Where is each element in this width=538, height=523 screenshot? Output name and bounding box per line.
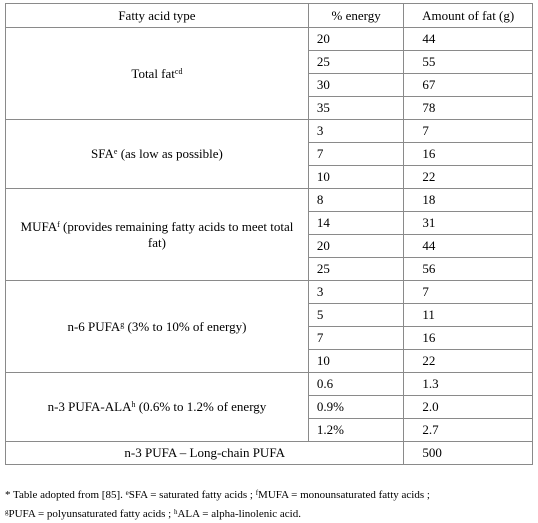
- table-body: Total fatcd 20 44 25 55 30 67 35 78 SFAe (as low …: [4, 27, 533, 465]
- type-note: (as low as possible): [117, 146, 223, 161]
- energy-cell: 7: [307, 142, 405, 166]
- type-note: (3% to 10% of energy): [124, 318, 247, 334]
- type-label: n-6 PUFA: [67, 318, 121, 334]
- energy-cell: 25: [307, 50, 405, 74]
- table-row: 0.9% 2.0: [6, 395, 533, 419]
- type-superscript: e: [113, 147, 118, 156]
- type-superscript: h: [131, 400, 136, 409]
- energy-cell: 3: [307, 280, 405, 304]
- energy-cell: 1.2%: [307, 418, 405, 442]
- footnote-text: * Table adopted from [85].: [5, 489, 126, 501]
- footnote-text: SFA = saturated fatty acids ;: [128, 489, 256, 501]
- energy-cell: 5: [307, 303, 405, 327]
- table-row: n-3 PUFA – Long-chain PUFA 500: [4, 441, 533, 465]
- footnote-superscript: e: [125, 489, 129, 497]
- fat-cell: 11: [403, 303, 533, 327]
- fat-cell: 44: [403, 234, 533, 258]
- fat-cell: 18: [403, 188, 533, 212]
- fat-cell: 1.3: [403, 372, 533, 396]
- footnote-text: PUFA = polyunsaturated fatty acids ;: [8, 508, 174, 520]
- energy-cell: 10: [307, 349, 405, 373]
- type-superscript: cd: [174, 66, 183, 76]
- fat-cell: 55: [403, 50, 533, 74]
- footnote-superscript: f: [255, 489, 259, 497]
- fat-cell: 22: [403, 165, 533, 189]
- fat-cell: 56: [403, 257, 533, 281]
- type-cell: Total fatcd: [5, 27, 309, 120]
- fat-cell: 22: [403, 349, 533, 373]
- energy-cell: 30: [307, 73, 405, 97]
- fat-cell: 2.0: [403, 395, 533, 419]
- energy-cell: 0.6: [307, 372, 405, 396]
- header-cell: Fatty acid type: [5, 3, 309, 28]
- table-row: 35 78: [6, 96, 533, 120]
- footnote-superscript: h: [173, 508, 178, 516]
- type-note: (0.6% to 1.2% of energy: [135, 399, 267, 414]
- type-cell: n-3 PUFA – Long-chain PUFA: [4, 441, 405, 465]
- table-row: 20 44: [6, 234, 533, 258]
- energy-cell: 10: [307, 165, 405, 189]
- type-note: (provides remaining fatty acids to meet …: [59, 218, 294, 250]
- footnote-line: gPUFA = polyunsaturated fatty acids ; hA…: [5, 504, 535, 523]
- type-label: n-3 PUFA-ALA: [47, 399, 132, 414]
- fat-cell: 78: [403, 96, 533, 120]
- energy-cell: 20: [307, 234, 405, 258]
- energy-cell: 0.9%: [307, 395, 405, 419]
- fat-cell: 2.7: [403, 418, 533, 442]
- table-row: n-6 PUFAg (3% to 10% of energy) 3 7: [5, 280, 533, 373]
- type-cell: SFAe (as low as possible): [5, 119, 309, 189]
- footnote-line: * Table adopted from [85]. eSFA = satura…: [5, 485, 535, 504]
- table-row: Total fatcd 20 44: [5, 27, 533, 120]
- table-row: 10 22: [6, 165, 533, 189]
- energy-cell: 25: [307, 257, 405, 281]
- energy-cell: 8: [307, 188, 405, 212]
- fat-cell: 31: [403, 211, 533, 235]
- table-row: 7 16: [6, 142, 533, 166]
- table-row: 25 55: [6, 50, 533, 74]
- fat-cell: 500: [403, 441, 533, 465]
- type-label: SFA: [91, 146, 114, 161]
- energy-cell: 14: [307, 211, 405, 235]
- type-cell: n-6 PUFAg (3% to 10% of energy): [5, 280, 309, 373]
- type-label: Total fat: [131, 65, 175, 81]
- fat-cell: 67: [403, 73, 533, 97]
- energy-cell: 3: [307, 119, 405, 143]
- fat-cell: 7: [403, 119, 533, 143]
- energy-cell: 20: [307, 27, 405, 51]
- header-row: Fatty acid type % energy Amount of fat (…: [5, 3, 533, 28]
- table-row: n-3 PUFA-ALAh (0.6% to 1.2% of energy 0.6…: [5, 372, 533, 442]
- footnote-superscript: g: [5, 508, 9, 516]
- energy-cell: 35: [307, 96, 405, 120]
- footnote: * Table adopted from [85]. eSFA = satura…: [5, 485, 535, 523]
- type-cell: n-3 PUFA-ALAh (0.6% to 1.2% of energy: [5, 372, 309, 442]
- table-row: SFAe (as low as possible) 3 7: [5, 119, 533, 189]
- fat-cell: 16: [403, 326, 533, 350]
- type-superscript: g: [120, 319, 125, 329]
- table-row: 5 11: [6, 303, 533, 327]
- fat-cell: 16: [403, 142, 533, 166]
- type-cell: MUFAf (provides remaining fatty acids to…: [5, 188, 309, 281]
- type-label: MUFA: [20, 218, 58, 234]
- fat-cell: 44: [403, 27, 533, 51]
- table-row: MUFAf (provides remaining fatty acids to…: [5, 188, 533, 281]
- fat-cell: 7: [403, 280, 533, 304]
- header-cell: Amount of fat (g): [403, 3, 533, 28]
- type-superscript: f: [57, 219, 60, 229]
- footnote-text: MUFA = monounsaturated fatty acids ;: [258, 489, 430, 501]
- footnote-text: ALA = alpha-linolenic acid.: [177, 508, 301, 520]
- table-row: 10 22: [6, 349, 533, 373]
- fat-table: Fatty acid type % energy Amount of fat (…: [4, 3, 533, 465]
- energy-cell: 7: [307, 326, 405, 350]
- header-cell: % energy: [307, 3, 405, 28]
